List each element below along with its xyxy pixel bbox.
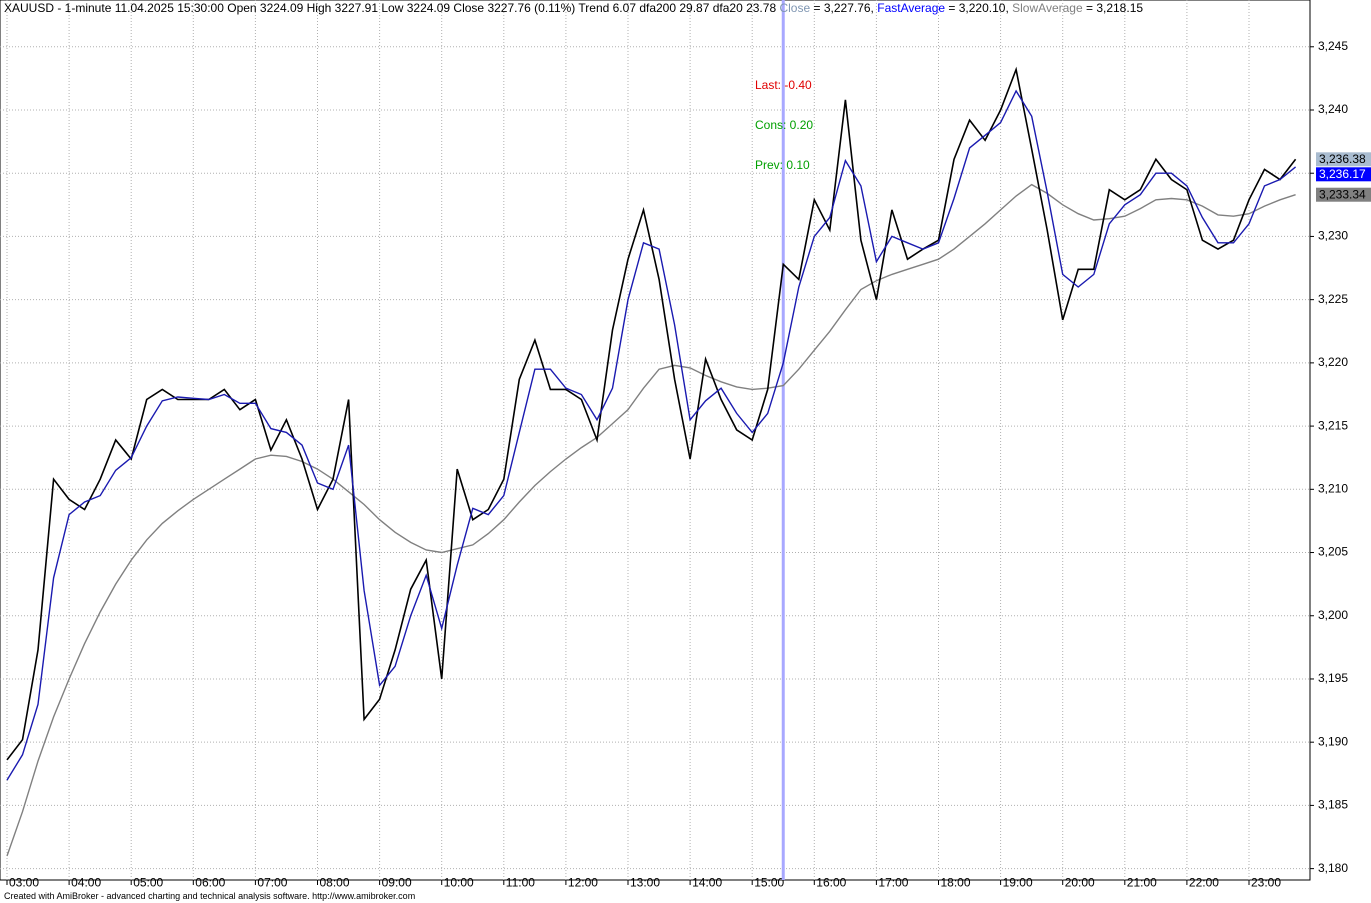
x-tick-label: 16:00 (816, 876, 846, 890)
x-tick-label: 21:00 (1127, 876, 1157, 890)
y-tick-label: 3,240 (1318, 102, 1348, 116)
last-value-label: 3,236.38 (1319, 152, 1366, 166)
y-tick-label: 3,215 (1318, 418, 1348, 432)
legend-value: = 3,218.15 (1085, 1, 1144, 15)
y-tick-label: 3,200 (1318, 608, 1348, 622)
y-tick-label: 3,190 (1318, 734, 1348, 748)
annotation: Prev: 0.10 (755, 158, 810, 172)
x-tick-label: 10:00 (444, 876, 474, 890)
last-value-label: 3,233.34 (1319, 187, 1366, 201)
annotation: Cons: 0.20 (755, 118, 813, 132)
x-tick-label: 12:00 (568, 876, 598, 890)
last-value-label: 3,236.17 (1319, 167, 1366, 181)
x-tick-label: 22:00 (1189, 876, 1219, 890)
x-tick-label: 20:00 (1065, 876, 1095, 890)
y-tick-label: 3,195 (1318, 671, 1348, 685)
legend-value: = 3,220.10, (948, 1, 1009, 15)
chart-title: XAUUSD - 1-minute 11.04.2025 15:30:00 Op… (4, 1, 777, 15)
x-tick-label: 23:00 (1251, 876, 1281, 890)
y-tick-label: 3,230 (1318, 229, 1348, 243)
x-tick-label: 15:00 (754, 876, 784, 890)
y-tick-label: 3,220 (1318, 355, 1348, 369)
legend-name: FastAverage (877, 1, 946, 15)
x-tick-label: 07:00 (257, 876, 287, 890)
last-value-box (1316, 187, 1371, 202)
annotation: Last: -0.40 (755, 78, 812, 92)
legend-name: SlowAverage (1012, 1, 1083, 15)
y-tick-label: 3,180 (1318, 861, 1348, 875)
x-tick-label: 17:00 (878, 876, 908, 890)
x-tick-label: 11:00 (506, 876, 535, 890)
series-line (6, 183, 1296, 857)
x-tick-label: 14:00 (692, 876, 722, 890)
x-tick-label: 03:00 (9, 876, 39, 890)
x-tick-label: 09:00 (382, 876, 412, 890)
y-tick-label: 3,225 (1318, 292, 1348, 306)
x-tick-label: 13:00 (630, 876, 660, 890)
x-tick-label: 08:00 (320, 876, 350, 890)
x-tick-label: 06:00 (195, 876, 225, 890)
last-value-box (1316, 167, 1371, 182)
legend-name: Close (779, 1, 811, 15)
y-tick-label: 3,205 (1318, 545, 1348, 559)
legend-value: = 3,227.76, (813, 1, 874, 15)
y-tick-label: 3,210 (1318, 481, 1348, 495)
series-line (6, 66, 1297, 761)
footer: Created with AmiBroker - advanced charti… (4, 891, 416, 901)
y-tick-label: 3,245 (1318, 39, 1348, 53)
series-line (6, 89, 1297, 781)
plot-frame (0, 0, 1311, 881)
x-tick-label: 18:00 (941, 876, 971, 890)
x-tick-label: 04:00 (71, 876, 101, 890)
last-value-box (1316, 152, 1371, 167)
y-tick-label: 3,185 (1318, 798, 1348, 812)
title-bar: XAUUSD - 1-minute 11.04.2025 15:30:00 Op… (4, 1, 1143, 15)
x-tick-label: 19:00 (1003, 876, 1033, 890)
x-tick-label: 05:00 (133, 876, 163, 890)
